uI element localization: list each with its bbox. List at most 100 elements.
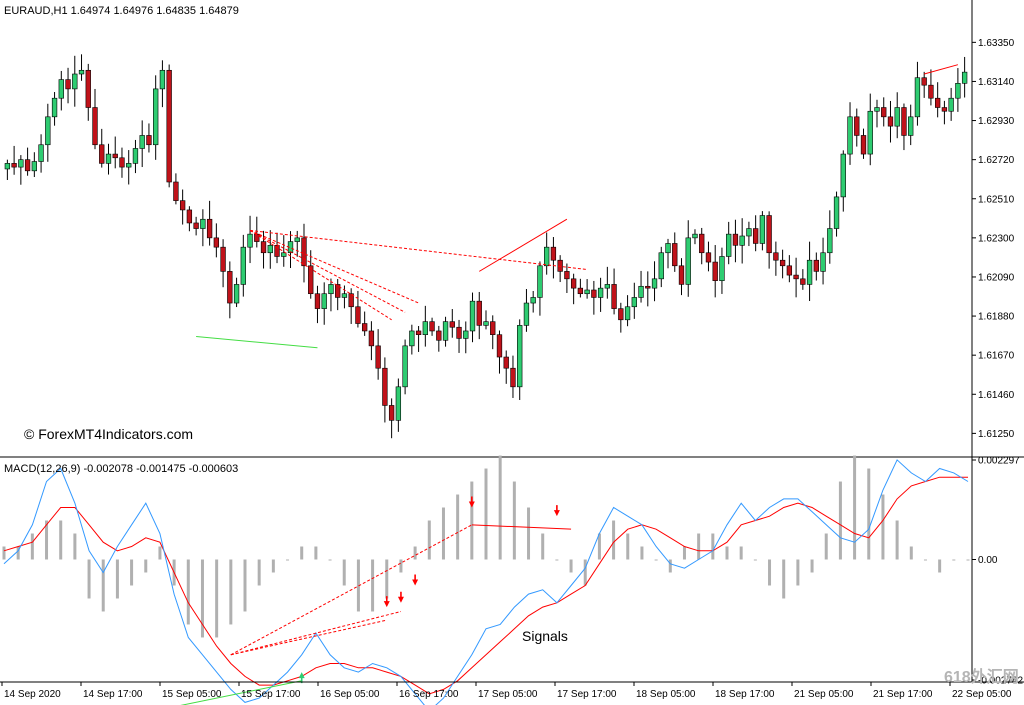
histogram-bar <box>711 533 715 560</box>
bull-candle <box>726 233 732 257</box>
price-tick-label: 1.62090 <box>978 272 1015 283</box>
macd-panel[interactable] <box>2 455 970 705</box>
time-tick-label: 16 Sep 05:00 <box>320 689 380 700</box>
histogram-bar <box>314 546 318 560</box>
bull-candle <box>328 284 334 295</box>
bull-candle <box>51 97 58 118</box>
histogram-bar <box>399 559 403 573</box>
bull-candle <box>395 386 402 421</box>
histogram-bar <box>130 559 134 586</box>
divergence-line <box>479 218 568 272</box>
bear-candle <box>449 321 455 328</box>
histogram-bar <box>909 546 913 560</box>
bull-candle <box>38 144 44 162</box>
bull-candle <box>908 116 914 136</box>
bear-candle <box>227 271 233 304</box>
bull-candle <box>267 245 273 254</box>
bear-candle <box>166 69 172 183</box>
divergence-line <box>249 229 419 304</box>
bear-candle <box>570 278 577 289</box>
histogram-bar <box>413 546 417 560</box>
sell-arrow-icon <box>468 496 475 508</box>
buy-arrow-icon <box>298 672 305 684</box>
bull-candle <box>867 110 873 155</box>
histogram-bar <box>158 546 162 560</box>
bull-candle <box>827 228 833 254</box>
bull-candle <box>422 321 428 335</box>
price-axis: 1.63350 1.63140 1.62930 1.62720 1.62510 1.623… <box>972 38 1015 440</box>
bear-candle <box>887 116 894 127</box>
histogram-bar <box>328 559 332 561</box>
histogram-bar <box>59 520 63 560</box>
bear-candle <box>786 265 793 276</box>
time-tick-label: 14 Sep 17:00 <box>83 689 143 700</box>
bear-candle <box>766 215 772 254</box>
bear-candle <box>941 107 948 112</box>
bear-candle <box>348 293 354 308</box>
histogram-bar <box>824 533 828 560</box>
bear-candle <box>274 245 280 257</box>
bull-candle <box>692 233 698 239</box>
bear-candle <box>813 259 819 272</box>
bear-candle <box>901 107 907 136</box>
macd-line <box>3 459 969 705</box>
bear-candle <box>388 405 395 421</box>
histogram-bar <box>569 559 573 573</box>
histogram-bar <box>810 559 814 573</box>
bear-candle <box>564 271 570 280</box>
bull-candle <box>4 163 11 170</box>
bull-candle <box>200 218 206 229</box>
bear-candle <box>429 321 435 332</box>
histogram-bar <box>215 559 219 638</box>
histogram-bar <box>768 559 772 586</box>
bull-candle <box>321 293 327 309</box>
bear-candle <box>456 326 462 339</box>
bull-candle <box>685 237 691 285</box>
watermark: © ForexMT4Indicators.com <box>24 426 193 442</box>
histogram-bar <box>286 559 290 561</box>
bear-candle <box>935 97 941 108</box>
histogram-bar <box>257 559 261 586</box>
bull-candle <box>153 88 159 146</box>
bull-candle <box>233 284 240 304</box>
bear-candle <box>260 241 267 254</box>
divergence-line <box>230 610 402 656</box>
histogram-bar <box>470 481 474 560</box>
bull-candle <box>402 345 408 388</box>
bear-candle <box>112 153 118 159</box>
histogram-bar <box>144 559 148 573</box>
histogram-bar <box>966 559 970 561</box>
bull-candle <box>631 297 637 308</box>
price-panel[interactable] <box>4 54 968 439</box>
bull-candle <box>914 77 921 118</box>
bear-candle <box>752 228 759 244</box>
sell-arrow-icon <box>553 505 560 517</box>
macd-tick-label: -0.002782 <box>978 676 1023 687</box>
bull-candle <box>483 321 489 326</box>
macd-tick-label: 0.00 <box>978 555 998 566</box>
divergence-line <box>249 229 588 271</box>
bear-candle <box>881 107 887 118</box>
bull-candle <box>604 284 611 289</box>
histogram-bar <box>229 559 233 625</box>
histogram-bar <box>796 559 800 586</box>
histogram-bar <box>782 559 786 599</box>
divergence-line <box>249 229 406 313</box>
bull-candle <box>58 79 64 99</box>
histogram-bar <box>16 546 20 560</box>
histogram-bar <box>512 481 516 560</box>
bull-candle <box>584 289 590 295</box>
bull-candle <box>948 97 954 112</box>
time-tick-label: 18 Sep 17:00 <box>715 689 775 700</box>
time-tick-label: 22 Sep 05:00 <box>952 689 1012 700</box>
bull-candle <box>18 159 24 168</box>
bear-candle <box>678 265 685 285</box>
divergence-line <box>471 524 572 530</box>
histogram-bar <box>725 546 729 560</box>
divergence-line <box>230 524 473 656</box>
bull-candle <box>894 107 900 127</box>
bear-candle <box>503 356 509 369</box>
bear-candle <box>705 252 712 263</box>
bull-candle <box>624 306 631 321</box>
